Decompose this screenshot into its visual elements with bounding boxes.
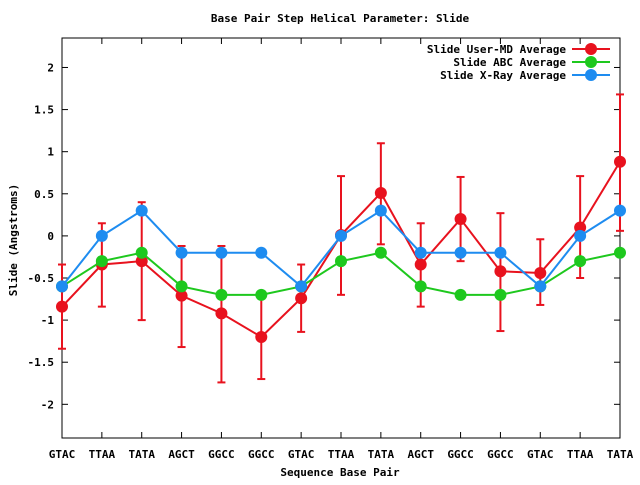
series-2-point (614, 246, 626, 259)
legend-item-3-swatch-marker (585, 69, 597, 81)
series-3-point (95, 229, 108, 242)
series-3-point (534, 280, 547, 293)
series-1-point (295, 292, 308, 305)
x-tick-label: AGCT (407, 448, 434, 461)
plot-area: -2 -1.5 -1 -0.5 0 0.5 1 1.5 2 GTAC TTAA TATA AGCT GGC… (28, 37, 634, 461)
x-tick-label: GGCC (447, 448, 474, 461)
series-2-point (135, 246, 148, 259)
series-2-point (374, 246, 387, 259)
y-tick-label: 0 (47, 230, 54, 243)
series-3-point (574, 229, 587, 242)
x-tick-label: TTAA (89, 448, 116, 461)
x-axis-label: Sequence Base Pair (280, 466, 400, 479)
series-1-point (414, 258, 427, 271)
x-tick-label: GGCC (248, 448, 275, 461)
x-tick-label: GGCC (208, 448, 235, 461)
series-3-group (56, 204, 626, 293)
y-tick-label: 1.5 (34, 104, 54, 117)
chart-title: Base Pair Step Helical Parameter: Slide (211, 12, 470, 25)
x-tick-label: TATA (368, 448, 395, 461)
series-3-point (494, 246, 507, 259)
x-tick-label: TTAA (567, 448, 594, 461)
legend-item-3-label: Slide X-Ray Average (440, 69, 566, 82)
series-1-point (574, 221, 587, 234)
legend-item-1-label: Slide User-MD Average (427, 43, 566, 56)
series-1-point (614, 155, 626, 168)
series-3-point (614, 204, 626, 217)
series-1-point (215, 307, 228, 320)
y-tick-label: -1 (41, 314, 55, 327)
series-2-point (574, 255, 587, 268)
y-tick-label: -0.5 (28, 272, 55, 285)
series-3-point (255, 246, 268, 259)
legend-item-1-swatch-marker (585, 43, 597, 55)
series-1-point (374, 186, 387, 199)
y-tick-label: -2 (41, 398, 54, 411)
x-tick-label: GTAC (527, 448, 554, 461)
legend-item-2-swatch-marker (585, 56, 597, 68)
series-3-point (414, 246, 427, 259)
x-tick-label: GTAC (288, 448, 315, 461)
series-3-point (175, 246, 188, 259)
y-tick-label: 1 (47, 146, 54, 159)
x-tick-label: GGCC (487, 448, 514, 461)
x-tick-label: GTAC (49, 448, 76, 461)
series-1-point (135, 255, 148, 268)
y-tick-label: 2 (47, 61, 54, 74)
x-tick-label: TTAA (328, 448, 355, 461)
series-3-point (215, 246, 228, 259)
series-3-point (454, 246, 467, 259)
series-2-point (494, 288, 507, 301)
series-1-point (534, 266, 547, 279)
x-tick-label: AGCT (168, 448, 195, 461)
series-1-point (454, 213, 467, 226)
series-3-point (56, 280, 68, 293)
series-3-point (295, 280, 308, 293)
series-2-point (175, 280, 188, 293)
series-3-point (335, 229, 347, 242)
series-3-point (374, 204, 387, 217)
y-tick-label: -1.5 (28, 356, 55, 369)
series-2-point (454, 288, 467, 301)
series-2-point (215, 288, 228, 301)
series-1-point (56, 300, 68, 313)
series-1-point (175, 289, 188, 302)
x-tick-label: TATA (607, 448, 634, 461)
series-1-point (255, 330, 268, 343)
legend-item-2-label: Slide ABC Average (453, 56, 566, 69)
y-tick-label: 0.5 (34, 188, 54, 201)
series-2-point (255, 288, 268, 301)
series-3-point (135, 204, 148, 217)
series-2-point (414, 280, 427, 293)
series-2-point (335, 255, 347, 268)
series-1-point (494, 265, 507, 278)
y-axis-label: Slide (Angstroms) (7, 184, 20, 297)
x-tick-label: TATA (128, 448, 155, 461)
series-2-point (95, 255, 108, 268)
